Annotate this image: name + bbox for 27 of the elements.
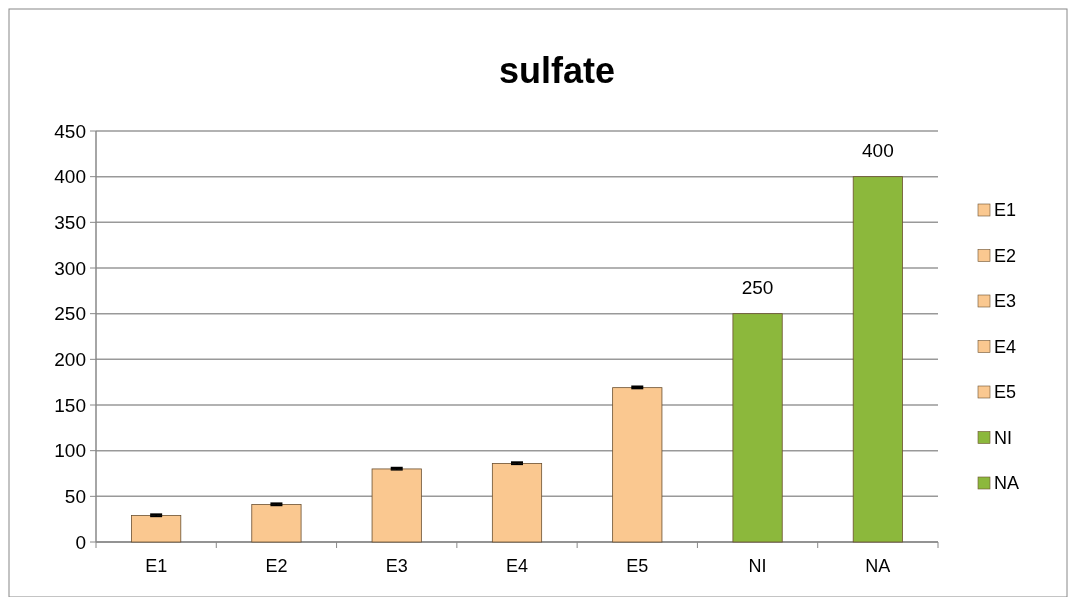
y-tick-label: 450 — [54, 120, 86, 142]
legend-label: E2 — [994, 245, 1017, 266]
y-tick-label: 200 — [54, 348, 86, 370]
legend-label: E1 — [994, 200, 1017, 221]
x-tick-label: E1 — [145, 556, 168, 576]
x-tick-label: E3 — [385, 556, 408, 576]
legend-label: E5 — [994, 382, 1017, 403]
x-tick-label: E2 — [265, 556, 288, 576]
y-tick-label: 250 — [54, 303, 86, 325]
x-tick-label: E4 — [505, 556, 529, 576]
legend-label: E3 — [994, 291, 1017, 312]
x-tick-label: NA — [865, 556, 891, 576]
y-tick-label: 300 — [54, 257, 86, 279]
legend-label: NA — [994, 473, 1020, 494]
legend-label: NI — [994, 427, 1012, 448]
y-tick-label: 350 — [54, 211, 86, 233]
legend-label: E4 — [994, 336, 1017, 357]
x-tick-label: E5 — [626, 556, 649, 576]
y-tick-label: 0 — [75, 531, 86, 553]
y-tick-label: 400 — [54, 166, 86, 188]
data-label: 400 — [862, 139, 894, 161]
x-tick-label: NI — [748, 556, 767, 576]
chart-title: sulfate — [498, 50, 616, 91]
y-tick-label: 50 — [64, 485, 86, 507]
data-label: 250 — [741, 276, 774, 298]
y-tick-label: 100 — [54, 440, 86, 462]
y-tick-label: 150 — [54, 394, 86, 416]
